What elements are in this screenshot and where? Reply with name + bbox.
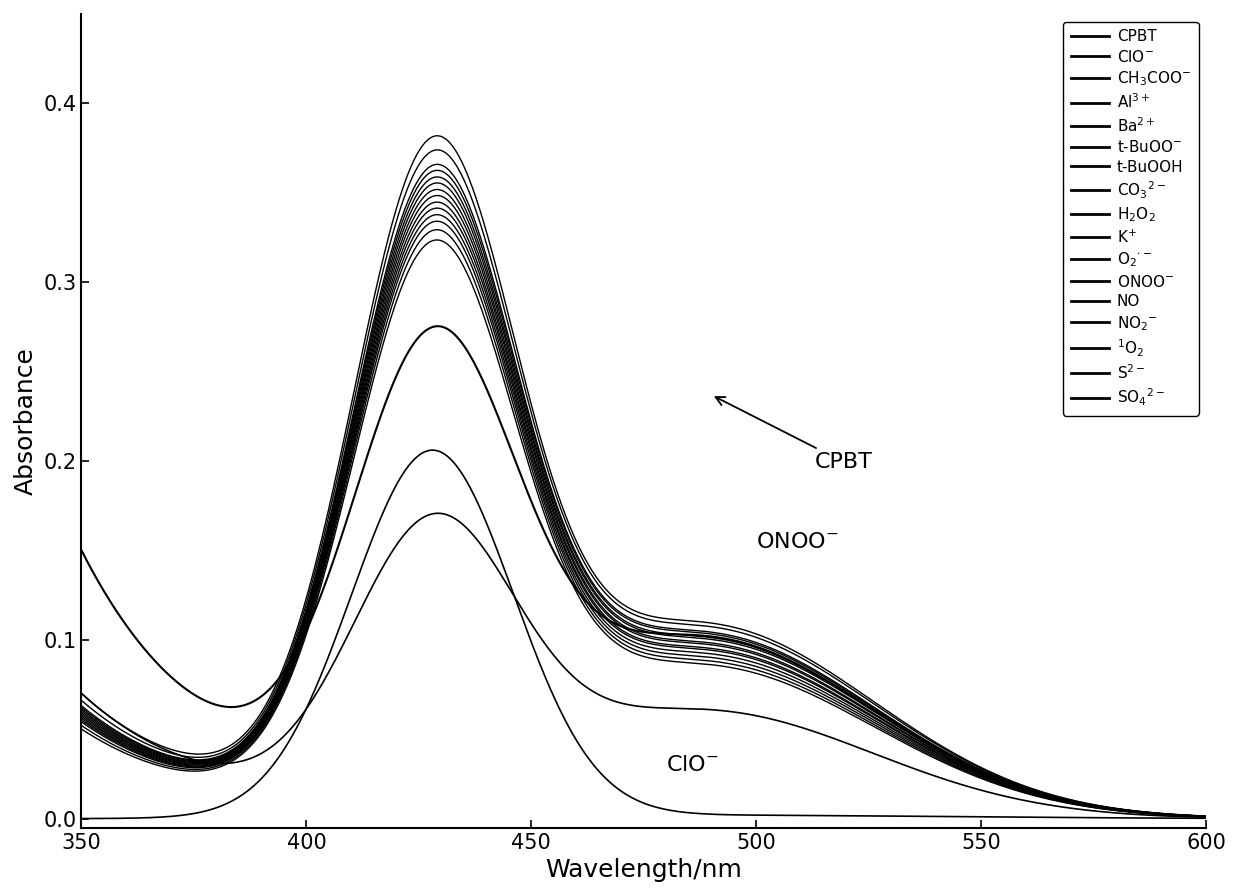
Text: ONOO$^{-}$: ONOO$^{-}$ — [756, 531, 839, 552]
Text: ClO$^{-}$: ClO$^{-}$ — [666, 755, 719, 775]
Y-axis label: Absorbance: Absorbance — [14, 347, 38, 495]
X-axis label: Wavelength/nm: Wavelength/nm — [546, 858, 743, 882]
Legend: CPBT, ClO$^{-}$, CH$_3$COO$^{-}$, Al$^{3+}$, Ba$^{2+}$, t-BuOO$^{-}$, t-BuOOH, C: CPBT, ClO$^{-}$, CH$_3$COO$^{-}$, Al$^{3… — [1064, 22, 1199, 416]
Text: CPBT: CPBT — [715, 397, 873, 472]
